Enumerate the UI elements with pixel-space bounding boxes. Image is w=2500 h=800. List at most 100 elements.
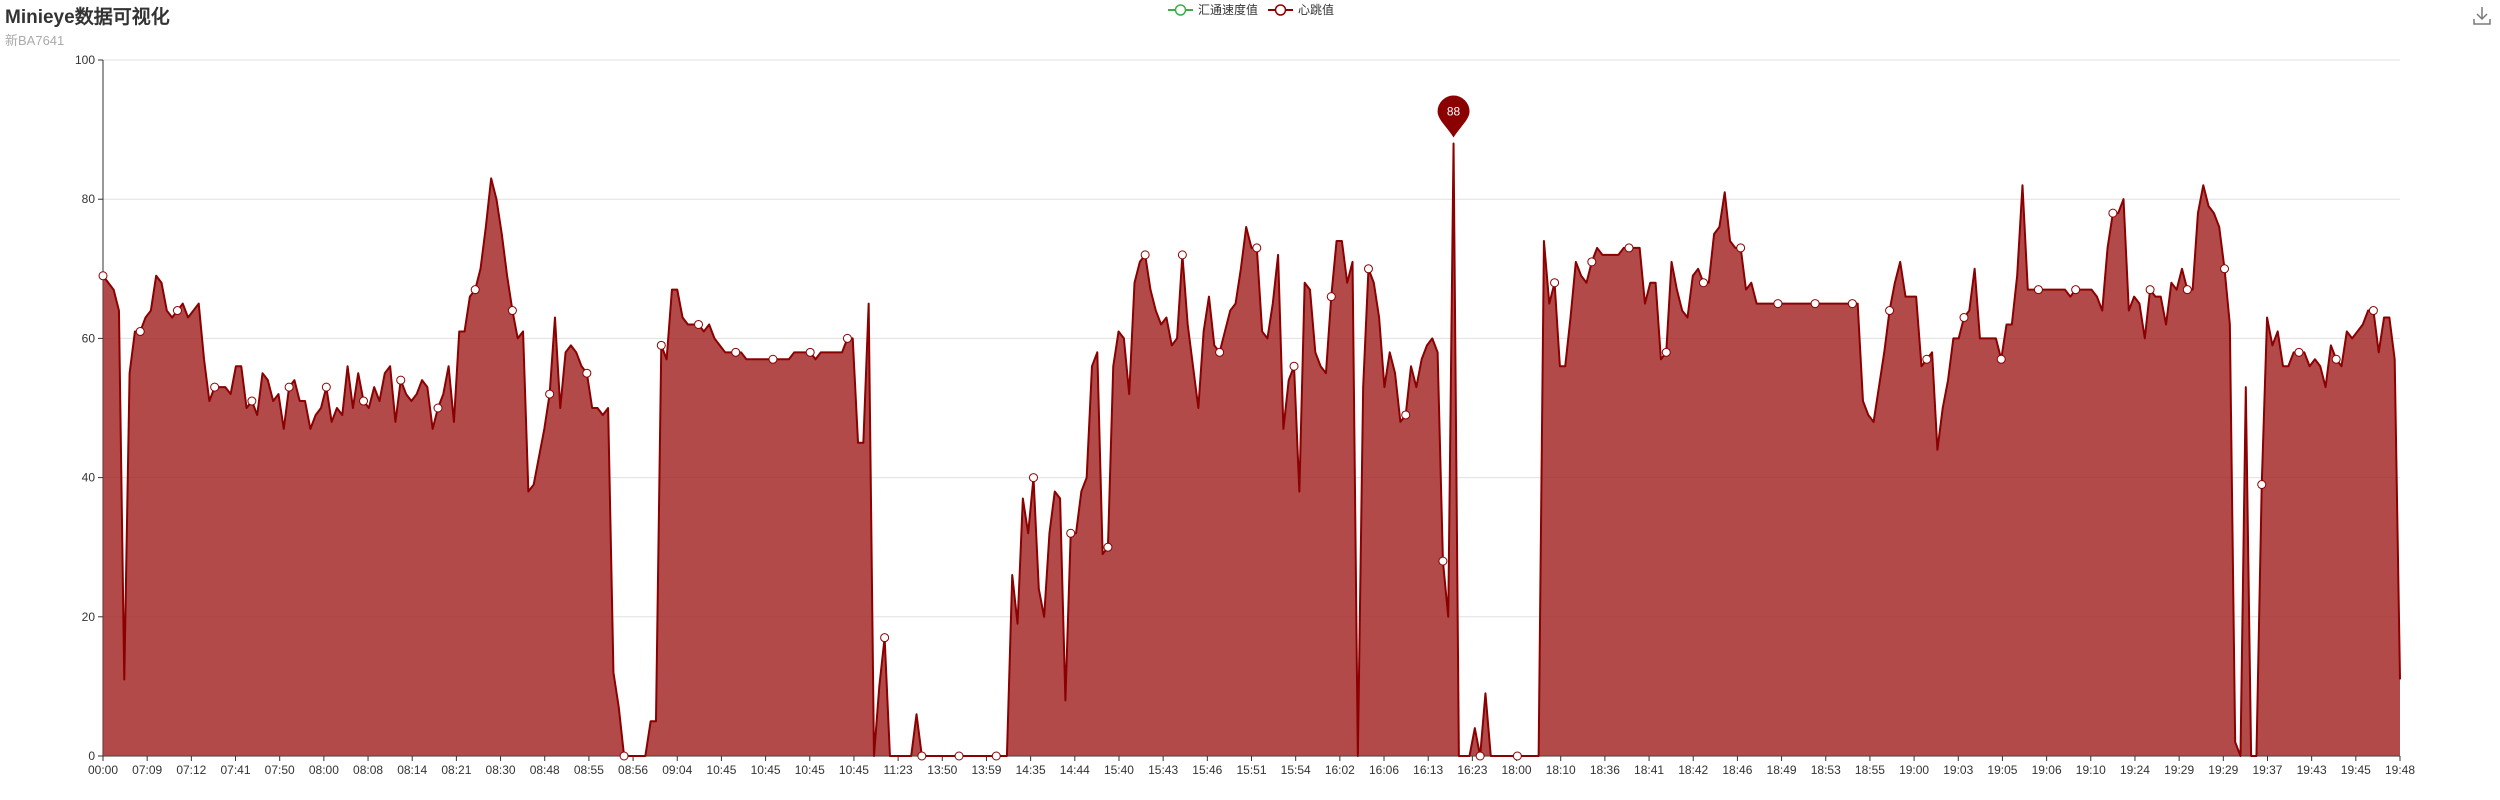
x-tick-label: 14:44 bbox=[1060, 763, 1090, 777]
x-tick-label: 19:03 bbox=[1943, 763, 1973, 777]
data-point[interactable] bbox=[955, 752, 963, 760]
x-tick-label: 19:00 bbox=[1899, 763, 1929, 777]
y-tick-label: 20 bbox=[82, 610, 96, 624]
x-tick-label: 10:45 bbox=[751, 763, 781, 777]
x-tick-label: 18:00 bbox=[1502, 763, 1532, 777]
data-point[interactable] bbox=[1141, 251, 1149, 259]
x-tick-label: 08:55 bbox=[574, 763, 604, 777]
x-tick-label: 16:13 bbox=[1413, 763, 1443, 777]
data-point[interactable] bbox=[918, 752, 926, 760]
data-point[interactable] bbox=[2332, 355, 2340, 363]
x-tick-label: 15:46 bbox=[1192, 763, 1222, 777]
data-point[interactable] bbox=[1662, 348, 1670, 356]
data-point[interactable] bbox=[1178, 251, 1186, 259]
data-point[interactable] bbox=[1848, 300, 1856, 308]
data-point[interactable] bbox=[695, 320, 703, 328]
x-tick-label: 08:30 bbox=[486, 763, 516, 777]
data-point[interactable] bbox=[2109, 209, 2117, 217]
x-tick-label: 19:06 bbox=[2032, 763, 2062, 777]
mark-point: 88 bbox=[1438, 96, 1470, 138]
x-tick-label: 08:14 bbox=[397, 763, 427, 777]
data-point[interactable] bbox=[508, 307, 516, 315]
data-point[interactable] bbox=[1216, 348, 1224, 356]
data-point[interactable] bbox=[620, 752, 628, 760]
data-point[interactable] bbox=[397, 376, 405, 384]
x-tick-label: 15:51 bbox=[1236, 763, 1266, 777]
x-tick-label: 19:45 bbox=[2341, 763, 2371, 777]
data-point[interactable] bbox=[992, 752, 1000, 760]
data-point[interactable] bbox=[843, 334, 851, 342]
data-point[interactable] bbox=[1588, 258, 1596, 266]
data-point[interactable] bbox=[1551, 279, 1559, 287]
data-point[interactable] bbox=[583, 369, 591, 377]
data-point[interactable] bbox=[248, 397, 256, 405]
data-point[interactable] bbox=[1029, 474, 1037, 482]
data-point[interactable] bbox=[2369, 307, 2377, 315]
legend-marker bbox=[1176, 5, 1186, 15]
data-point[interactable] bbox=[806, 348, 814, 356]
data-point[interactable] bbox=[1513, 752, 1521, 760]
data-point[interactable] bbox=[2221, 265, 2229, 273]
legend-item-1[interactable]: 心跳值 bbox=[1268, 2, 1334, 17]
x-tick-label: 18:36 bbox=[1590, 763, 1620, 777]
data-point[interactable] bbox=[211, 383, 219, 391]
data-point[interactable] bbox=[732, 348, 740, 356]
data-point[interactable] bbox=[99, 272, 107, 280]
data-point[interactable] bbox=[1811, 300, 1819, 308]
data-point[interactable] bbox=[1067, 529, 1075, 537]
data-point[interactable] bbox=[471, 286, 479, 294]
y-tick-label: 40 bbox=[82, 471, 96, 485]
data-point[interactable] bbox=[1737, 244, 1745, 252]
data-point[interactable] bbox=[1364, 265, 1372, 273]
data-point[interactable] bbox=[1476, 752, 1484, 760]
data-point[interactable] bbox=[1997, 355, 2005, 363]
x-tick-label: 10:45 bbox=[706, 763, 736, 777]
data-point[interactable] bbox=[2295, 348, 2303, 356]
x-tick-label: 10:45 bbox=[839, 763, 869, 777]
legend: 汇通速度值 心跳值 bbox=[1168, 2, 1334, 17]
data-point[interactable] bbox=[1104, 543, 1112, 551]
x-tick-label: 19:05 bbox=[1987, 763, 2017, 777]
data-point[interactable] bbox=[2258, 481, 2266, 489]
data-point[interactable] bbox=[1439, 557, 1447, 565]
x-tick-label: 08:48 bbox=[530, 763, 560, 777]
data-point[interactable] bbox=[1290, 362, 1298, 370]
legend-label: 汇通速度值 bbox=[1198, 2, 1258, 17]
x-tick-label: 19:29 bbox=[2208, 763, 2238, 777]
data-point[interactable] bbox=[546, 390, 554, 398]
x-tick-label: 16:23 bbox=[1457, 763, 1487, 777]
data-point[interactable] bbox=[285, 383, 293, 391]
data-point[interactable] bbox=[360, 397, 368, 405]
data-point[interactable] bbox=[1923, 355, 1931, 363]
x-tick-label: 08:08 bbox=[353, 763, 383, 777]
x-tick-label: 07:50 bbox=[265, 763, 295, 777]
data-point[interactable] bbox=[1625, 244, 1633, 252]
data-point[interactable] bbox=[2146, 286, 2154, 294]
data-point[interactable] bbox=[136, 327, 144, 335]
data-point[interactable] bbox=[881, 634, 889, 642]
data-point[interactable] bbox=[173, 307, 181, 315]
data-point[interactable] bbox=[322, 383, 330, 391]
x-tick-label: 18:41 bbox=[1634, 763, 1664, 777]
data-point[interactable] bbox=[1253, 244, 1261, 252]
data-point[interactable] bbox=[769, 355, 777, 363]
max-mark-label: 88 bbox=[1447, 105, 1461, 119]
data-point[interactable] bbox=[1960, 314, 1968, 322]
data-point[interactable] bbox=[1699, 279, 1707, 287]
x-tick-label: 08:56 bbox=[618, 763, 648, 777]
data-point[interactable] bbox=[1886, 307, 1894, 315]
data-point[interactable] bbox=[2072, 286, 2080, 294]
data-point[interactable] bbox=[1327, 293, 1335, 301]
data-point[interactable] bbox=[2183, 286, 2191, 294]
legend-item-0[interactable]: 汇通速度值 bbox=[1168, 2, 1258, 17]
x-tick-label: 19:10 bbox=[2076, 763, 2106, 777]
data-point[interactable] bbox=[1774, 300, 1782, 308]
data-point[interactable] bbox=[1402, 411, 1410, 419]
x-tick-label: 15:43 bbox=[1148, 763, 1178, 777]
x-tick-label: 18:46 bbox=[1722, 763, 1752, 777]
data-point[interactable] bbox=[434, 404, 442, 412]
data-point[interactable] bbox=[657, 341, 665, 349]
y-axis: 020406080100 bbox=[75, 53, 103, 763]
data-point[interactable] bbox=[2034, 286, 2042, 294]
